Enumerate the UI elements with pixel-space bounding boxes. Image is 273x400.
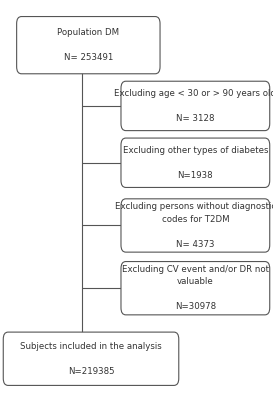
Text: Population DM

N= 253491: Population DM N= 253491 xyxy=(57,28,119,62)
FancyBboxPatch shape xyxy=(3,332,179,386)
Text: Excluding CV event and/or DR not
valuable

N=30978: Excluding CV event and/or DR not valuabl… xyxy=(122,265,269,312)
FancyBboxPatch shape xyxy=(121,138,270,188)
Text: Subjects included in the analysis

N=219385: Subjects included in the analysis N=2193… xyxy=(20,342,162,376)
FancyBboxPatch shape xyxy=(121,81,270,131)
FancyBboxPatch shape xyxy=(121,262,270,315)
FancyBboxPatch shape xyxy=(121,199,270,252)
Text: Excluding persons without diagnostic
codes for T2DM

N= 4373: Excluding persons without diagnostic cod… xyxy=(115,202,273,249)
Text: Excluding age < 30 or > 90 years old

N= 3128: Excluding age < 30 or > 90 years old N= … xyxy=(114,89,273,123)
FancyBboxPatch shape xyxy=(17,16,160,74)
Text: Excluding other types of diabetes

N=1938: Excluding other types of diabetes N=1938 xyxy=(123,146,268,180)
